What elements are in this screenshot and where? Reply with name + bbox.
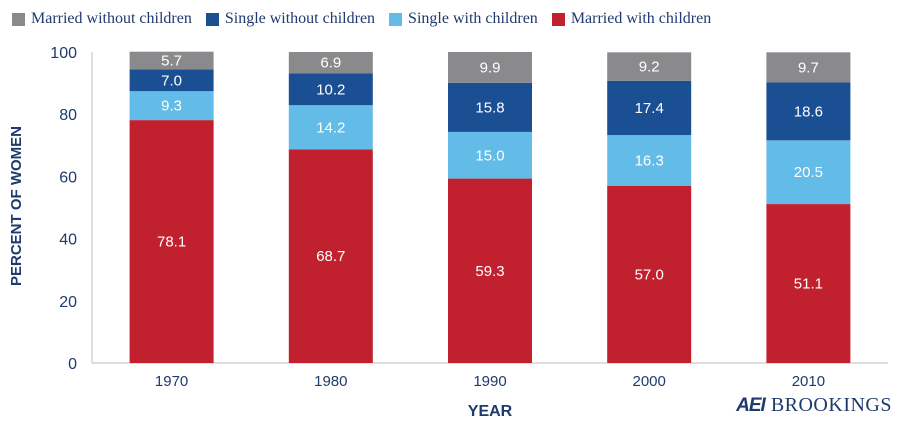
bar-segment xyxy=(129,51,214,70)
legend-swatch xyxy=(12,12,25,26)
bar-segment xyxy=(766,82,851,141)
bar-segment xyxy=(288,149,373,363)
bar-segment xyxy=(288,73,373,106)
bar-data-label: 9.7 xyxy=(798,59,819,76)
bar-segment xyxy=(448,131,532,179)
bar-stack-1980: 68.7 14.2 10.2 6.9 xyxy=(288,52,373,363)
bar-segment xyxy=(766,52,851,83)
bar-data-label: 9.3 xyxy=(161,98,182,115)
bar-segment xyxy=(607,135,692,186)
bar-segment xyxy=(129,69,214,92)
bar-data-label: 20.5 xyxy=(794,164,823,181)
legend-swatch xyxy=(389,12,403,26)
legend-item-single-with-children: Single with children xyxy=(389,10,538,28)
bar-data-label: 16.3 xyxy=(635,152,664,169)
bar-data-label: 15.8 xyxy=(475,99,504,116)
bar-data-label: 51.1 xyxy=(794,276,823,293)
bar-segment xyxy=(448,82,532,132)
legend-item-single-without-children: Single without children xyxy=(205,10,376,28)
bar-data-label: 14.2 xyxy=(316,119,345,136)
bar-segment xyxy=(129,91,214,121)
y-axis-ticks: 0 20 40 60 80 100 xyxy=(50,45,77,373)
legend-label: Married with children xyxy=(570,10,712,27)
legend-label: Single with children xyxy=(408,10,538,27)
legend-item-married-with-children: Married with children xyxy=(551,10,712,28)
bar-data-label: 5.7 xyxy=(161,53,182,70)
bars: 78.1 9.3 7.0 5.7 68.7 14.2 10.2 6.9 59.3 15.0 15.8… xyxy=(129,51,851,363)
bar-data-label: 57.0 xyxy=(635,266,664,283)
bar-stack-1990: 59.3 15.0 15.8 9.9 xyxy=(448,52,532,363)
y-tick-label: 80 xyxy=(59,107,77,124)
aei-logo: AEI xyxy=(736,394,766,416)
y-tick-label: 20 xyxy=(59,294,77,311)
x-tick-label: 1970 xyxy=(155,373,188,390)
bar-segment xyxy=(607,80,692,136)
bar-stack-2010: 51.1 20.5 18.6 9.7 xyxy=(766,52,851,363)
bar-segment xyxy=(766,140,851,205)
x-tick-label: 1980 xyxy=(314,373,347,390)
bar-data-label: 78.1 xyxy=(157,234,186,251)
chart-legend: Married without children Single without … xyxy=(12,10,711,28)
bar-data-label: 15.0 xyxy=(475,147,504,164)
brookings-logo: BROOKINGS xyxy=(770,394,892,416)
bar-segment xyxy=(129,120,214,363)
bar-stack-2000: 57.0 16.3 17.4 9.2 xyxy=(607,52,692,363)
y-axis-title: PERCENT OF WOMEN xyxy=(8,126,25,286)
bar-data-label: 9.9 xyxy=(480,59,501,76)
bar-data-label: 18.6 xyxy=(794,103,823,120)
legend-swatch xyxy=(551,12,565,26)
bar-segment xyxy=(607,52,692,81)
bar-data-label: 68.7 xyxy=(316,248,345,265)
bar-segment xyxy=(288,52,373,74)
bar-data-label: 10.2 xyxy=(316,81,345,98)
legend-label: Single without children xyxy=(224,10,376,27)
legend-item-married-without-children: Married without children xyxy=(12,10,192,28)
bar-segment xyxy=(448,52,532,83)
x-tick-label: 2010 xyxy=(792,373,825,390)
bar-data-label: 6.9 xyxy=(320,55,341,72)
bar-segment xyxy=(766,204,851,363)
x-axis-title: YEAR xyxy=(468,403,513,420)
bar-data-label: 7.0 xyxy=(161,72,182,89)
bar-data-label: 59.3 xyxy=(475,263,504,280)
bar-data-label: 9.2 xyxy=(639,59,660,76)
x-tick-label: 1990 xyxy=(473,373,506,390)
legend-swatch xyxy=(205,12,219,26)
legend-label: Married without children xyxy=(31,10,192,27)
y-tick-label: 60 xyxy=(59,169,77,186)
y-tick-label: 0 xyxy=(68,356,77,373)
bar-segment xyxy=(607,185,692,363)
bar-stack-1970: 78.1 9.3 7.0 5.7 xyxy=(129,51,214,363)
bar-segment xyxy=(448,178,532,363)
bar-data-label: 17.4 xyxy=(635,100,664,117)
x-axis-ticks: 1970 1980 1990 2000 2010 xyxy=(155,373,825,390)
x-tick-label: 2000 xyxy=(633,373,666,390)
y-tick-label: 40 xyxy=(59,232,77,249)
bar-segment xyxy=(288,105,373,150)
publisher-logo: AEI BROOKINGS xyxy=(736,394,892,417)
y-tick-label: 100 xyxy=(50,45,77,62)
